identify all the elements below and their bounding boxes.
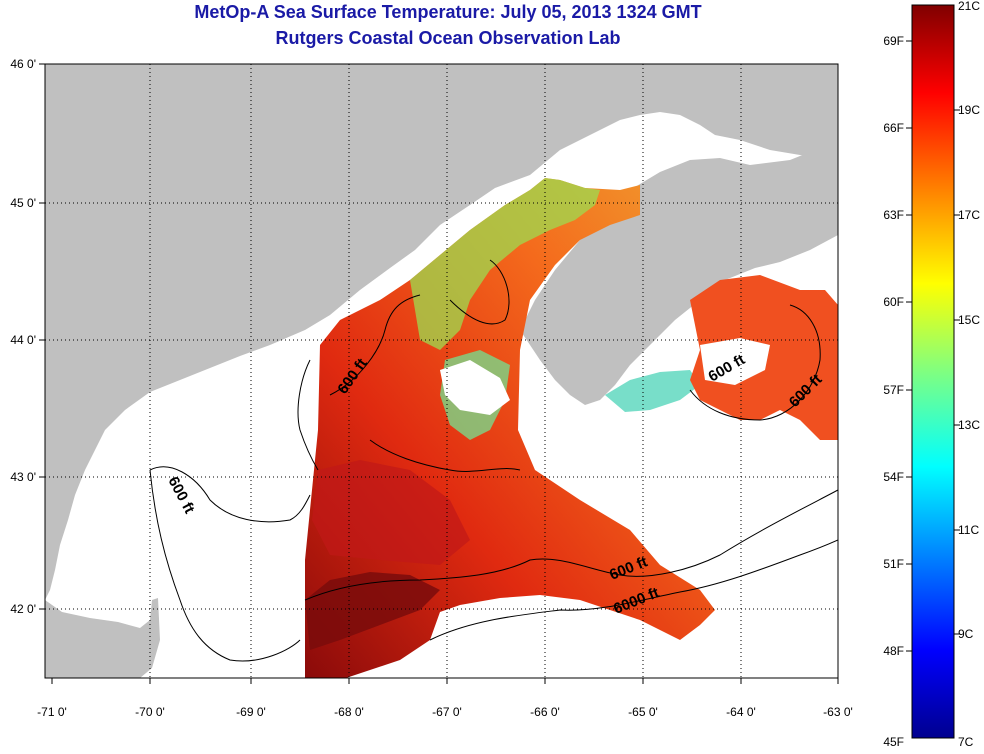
land-new-england — [45, 64, 560, 600]
lon-label: -71 0' — [37, 705, 67, 719]
map-frame — [44, 63, 839, 679]
graticule — [45, 64, 838, 678]
lat-label: 45 0' — [10, 196, 36, 210]
colorbar-celsius-label: 15C — [958, 313, 980, 327]
land-nova-scotia — [520, 140, 838, 405]
sst-warm-core-2 — [312, 460, 470, 565]
colorbar-fahrenheit-label: 57F — [883, 383, 904, 397]
lat-label: 44 0' — [10, 333, 36, 347]
lon-label: -67 0' — [432, 705, 462, 719]
map-canvas: 600 ft 600 ft 600 ft 600 ft 600 ft 6000 … — [45, 64, 838, 678]
lat-label: 46 0' — [10, 57, 36, 71]
lon-label: -70 0' — [135, 705, 165, 719]
lon-label: -66 0' — [530, 705, 560, 719]
axis-tick-marks — [39, 63, 839, 684]
colorbar-fahrenheit-label: 54F — [883, 470, 904, 484]
colorbar-fahrenheit-label: 48F — [883, 644, 904, 658]
colorbar-celsius-label: 19C — [958, 103, 980, 117]
colorbar-fahrenheit-label: 60F — [883, 295, 904, 309]
nodata-gap-1 — [440, 360, 510, 415]
colorbar-celsius-label: 9C — [958, 627, 974, 641]
lat-label: 43 0' — [10, 470, 36, 484]
lon-label: -69 0' — [236, 705, 266, 719]
colorbar-celsius-label: 7C — [958, 735, 974, 749]
nodata-gap-2 — [700, 338, 770, 385]
lon-label: -68 0' — [334, 705, 364, 719]
sst-warm-core — [305, 572, 440, 650]
lat-label: 42 0' — [10, 602, 36, 616]
lon-label: -63 0' — [823, 705, 853, 719]
map-title: MetOp-A Sea Surface Temperature: July 05… — [194, 2, 701, 22]
colorbar-fahrenheit-label: 51F — [883, 557, 904, 571]
colorbar-celsius-label: 17C — [958, 208, 980, 222]
colorbar-fahrenheit-label: 66F — [883, 121, 904, 135]
colorbar-fahrenheit-label: 45F — [883, 735, 904, 749]
lon-label: -65 0' — [628, 705, 658, 719]
sst-fundy-cool — [605, 370, 700, 412]
colorbar-fahrenheit-label: 69F — [883, 34, 904, 48]
colorbar — [911, 4, 955, 739]
map-subtitle: Rutgers Coastal Ocean Observation Lab — [275, 28, 620, 48]
colorbar-fahrenheit-label: 63F — [883, 208, 904, 222]
colorbar-celsius-label: 11C — [958, 523, 979, 537]
land-cape-cod — [45, 598, 160, 678]
land-new-brunswick — [560, 64, 838, 160]
colorbar-ticks — [906, 40, 960, 652]
lon-label: -64 0' — [726, 705, 756, 719]
colorbar-celsius-label: 21C — [958, 0, 980, 13]
colorbar-celsius-label: 13C — [958, 418, 980, 432]
depth-contours — [149, 259, 838, 662]
